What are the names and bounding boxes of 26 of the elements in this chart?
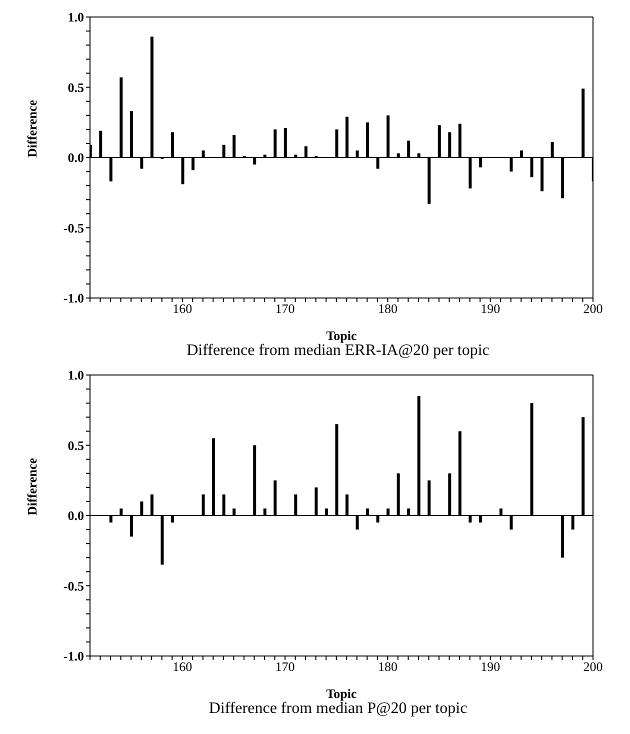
- text: Difference from median ERR-IA@20 per topic: [186, 342, 490, 360]
- x-tick-label: 190: [480, 659, 500, 674]
- y-tick-label: 0.0: [68, 508, 84, 524]
- y-tick-label: -1.0: [63, 290, 84, 306]
- y-tick-label: 0.5: [68, 80, 84, 95]
- x-tick-label: 170: [275, 301, 295, 316]
- x-tick-label: 190: [480, 301, 500, 316]
- y-tick-label: -0.5: [63, 578, 84, 594]
- x-tick-label: 160: [172, 659, 192, 674]
- x-tick-label: 200: [583, 659, 603, 674]
- text: Difference from median P@20 per topic: [208, 700, 468, 718]
- x-tick-label: 170: [275, 659, 295, 674]
- y-axis-title: Difference: [24, 458, 40, 516]
- y-tick-label: -1.0: [63, 648, 84, 664]
- y-tick-label: 1.0: [68, 368, 84, 383]
- x-tick-label: 180: [378, 659, 398, 674]
- y-tick-label: 0.0: [68, 150, 84, 166]
- y-tick-label: -0.5: [63, 220, 84, 236]
- x-tick-label: 160: [172, 301, 192, 316]
- x-tick-label: 180: [378, 301, 398, 316]
- y-tick-label: 1.0: [68, 10, 84, 25]
- y-axis-title: Difference: [24, 100, 40, 158]
- y-tick-label: 0.5: [68, 438, 84, 453]
- x-axis-title: Topic: [326, 686, 358, 701]
- x-axis-title: Topic: [326, 328, 358, 343]
- x-tick-label: 200: [583, 301, 603, 316]
